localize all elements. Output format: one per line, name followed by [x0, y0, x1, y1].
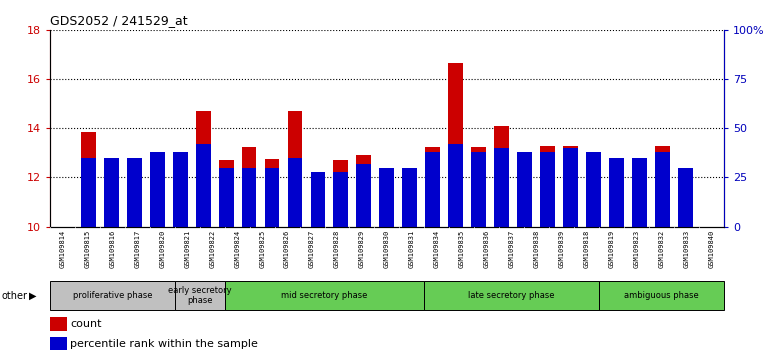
Bar — [310, 190, 326, 227]
Bar — [50, 317, 67, 331]
Bar — [609, 158, 624, 227]
Bar — [104, 169, 119, 227]
Bar — [655, 145, 670, 227]
Text: GSM109828: GSM109828 — [334, 229, 340, 268]
Bar — [126, 165, 142, 227]
Text: GSM109829: GSM109829 — [359, 229, 365, 268]
Text: late secretory phase: late secretory phase — [468, 291, 555, 300]
Bar — [196, 111, 210, 227]
Bar — [81, 132, 95, 227]
Text: GSM109823: GSM109823 — [634, 229, 639, 268]
Bar — [403, 175, 417, 227]
Bar — [196, 144, 210, 227]
Text: other: other — [2, 291, 28, 301]
Text: GSM109837: GSM109837 — [509, 229, 514, 268]
Bar — [149, 152, 165, 227]
Bar — [425, 152, 440, 227]
Bar — [632, 181, 648, 227]
Bar — [333, 172, 349, 227]
Text: GSM109819: GSM109819 — [608, 229, 614, 268]
Bar — [448, 63, 464, 227]
Bar — [448, 144, 464, 227]
Bar — [541, 145, 555, 227]
Text: GSM109820: GSM109820 — [159, 229, 166, 268]
Bar — [265, 159, 280, 227]
Bar — [172, 174, 188, 227]
Bar — [357, 155, 371, 227]
Text: count: count — [70, 319, 102, 329]
Bar — [586, 200, 601, 227]
Text: GSM109825: GSM109825 — [259, 229, 265, 268]
Bar — [517, 152, 532, 227]
Text: GSM109822: GSM109822 — [209, 229, 216, 268]
Bar — [564, 148, 578, 227]
Bar — [471, 147, 487, 227]
Bar — [310, 172, 326, 227]
Bar — [242, 147, 256, 227]
Text: GSM109839: GSM109839 — [558, 229, 564, 268]
Bar — [599, 281, 724, 310]
Text: GSM109821: GSM109821 — [184, 229, 190, 268]
Bar — [149, 165, 165, 227]
Text: GSM109836: GSM109836 — [484, 229, 490, 268]
Bar — [242, 168, 256, 227]
Text: early secretory
phase: early secretory phase — [168, 286, 232, 305]
Bar — [424, 281, 599, 310]
Bar — [380, 168, 394, 227]
Text: GSM109830: GSM109830 — [384, 229, 390, 268]
Text: GSM109840: GSM109840 — [708, 229, 715, 268]
Text: ambiguous phase: ambiguous phase — [624, 291, 699, 300]
Text: GSM109835: GSM109835 — [459, 229, 465, 268]
Bar — [632, 158, 648, 227]
Text: GSM109814: GSM109814 — [59, 229, 65, 268]
Bar — [380, 207, 394, 227]
Text: GSM109833: GSM109833 — [683, 229, 689, 268]
Bar — [425, 147, 440, 227]
Bar — [541, 152, 555, 227]
Bar — [50, 281, 175, 310]
Bar — [104, 158, 119, 227]
Bar — [81, 158, 95, 227]
Text: proliferative phase: proliferative phase — [72, 291, 152, 300]
Bar — [517, 171, 532, 227]
Bar — [126, 158, 142, 227]
Text: GSM109838: GSM109838 — [534, 229, 540, 268]
Bar — [265, 168, 280, 227]
Text: GSM109827: GSM109827 — [309, 229, 315, 268]
Bar — [678, 168, 693, 227]
Bar — [333, 160, 349, 227]
Text: GSM109818: GSM109818 — [584, 229, 590, 268]
Bar — [471, 152, 487, 227]
Bar — [586, 152, 601, 227]
Text: GSM109831: GSM109831 — [409, 229, 415, 268]
Text: GSM109815: GSM109815 — [85, 229, 91, 268]
Bar — [219, 160, 233, 227]
Bar — [655, 152, 670, 227]
Bar — [225, 281, 424, 310]
Bar — [175, 281, 225, 310]
Text: GSM109832: GSM109832 — [658, 229, 665, 268]
Bar — [287, 158, 303, 227]
Text: GSM109817: GSM109817 — [135, 229, 140, 268]
Bar — [609, 174, 624, 227]
Text: mid secretory phase: mid secretory phase — [281, 291, 368, 300]
Bar — [172, 152, 188, 227]
Bar — [564, 145, 578, 227]
Text: percentile rank within the sample: percentile rank within the sample — [70, 339, 258, 349]
Bar — [494, 148, 509, 227]
Bar — [678, 175, 693, 227]
Bar — [219, 168, 233, 227]
Text: ▶: ▶ — [29, 291, 37, 301]
Text: GDS2052 / 241529_at: GDS2052 / 241529_at — [50, 14, 188, 27]
Text: GSM109826: GSM109826 — [284, 229, 290, 268]
Bar — [403, 168, 417, 227]
Bar — [287, 111, 303, 227]
Bar — [50, 337, 67, 350]
Bar — [357, 164, 371, 227]
Bar — [494, 126, 509, 227]
Text: GSM109824: GSM109824 — [234, 229, 240, 268]
Text: GSM109834: GSM109834 — [434, 229, 440, 268]
Text: GSM109816: GSM109816 — [109, 229, 116, 268]
